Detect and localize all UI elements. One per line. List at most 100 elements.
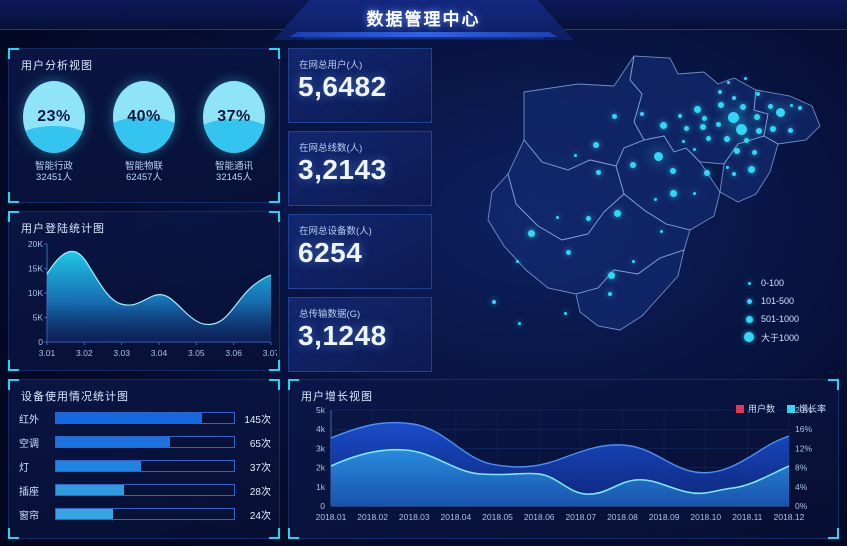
device-usage-track: [55, 484, 235, 496]
device-usage-row[interactable]: 窗帘 24次: [19, 504, 271, 524]
login-y-tick: 5K: [33, 313, 44, 323]
map-regions: [487, 55, 821, 331]
user-analysis-item[interactable]: 23% 智能行政 32451人: [16, 81, 92, 184]
liquid-gauge-0: 23%: [23, 81, 85, 153]
device-usage-track: [55, 412, 235, 424]
map-dot: [564, 312, 567, 315]
growth-area-chart[interactable]: 0 1k 2k 3k 4k 5k 0% 4% 8% 12% 16% 20% 2018.01 2018.…: [295, 406, 834, 532]
map-legend-row: 大于1000: [737, 328, 835, 346]
map-dot: [718, 102, 724, 108]
user-analysis-item[interactable]: 40% 智能物联 62457人: [106, 81, 182, 184]
map-dot: [556, 216, 559, 219]
map-dot: [492, 300, 496, 304]
gauge-label-2: 智能通讯: [214, 161, 253, 172]
device-usage-value: 65次: [249, 438, 271, 450]
growth-x-tick: 2018.09: [649, 512, 680, 522]
map-dot: [654, 152, 663, 161]
kpi-value-0: 5,6482: [298, 71, 387, 102]
growth-y-right-tick: 0%: [795, 501, 808, 511]
corner-bracket-bl: [8, 360, 19, 371]
map-legend: 0-100 101-500 501-1000 大于1000: [737, 274, 835, 346]
map-dot: [788, 128, 793, 133]
growth-legend-swatch: [786, 404, 795, 413]
device-usage-track: [55, 436, 235, 448]
corner-bracket-tr: [269, 211, 280, 222]
map-legend-label: 大于1000: [761, 332, 800, 343]
growth-x-tick: 2018.11: [732, 512, 762, 522]
map-legend-label: 101-500: [761, 296, 795, 306]
device-usage-label: 空调: [19, 438, 39, 450]
map-dot: [693, 148, 696, 151]
login-y-tick: 20K: [28, 239, 43, 249]
map-dot: [632, 260, 635, 263]
growth-legend-label: 增长率: [798, 404, 826, 414]
device-usage-row[interactable]: 灯 37次: [19, 456, 271, 476]
map-dot: [670, 168, 676, 174]
gauge-count-1: 62457人: [126, 172, 162, 183]
corner-bracket-bl: [8, 528, 19, 539]
map-dot: [744, 138, 749, 143]
growth-y-right-tick: 20%: [795, 406, 812, 415]
liquid-gauge-1: 40%: [113, 81, 175, 153]
growth-x-tick: 2018.08: [607, 512, 638, 522]
corner-bracket-tr: [269, 48, 280, 59]
kpi-card-total-devices[interactable]: 在网总设备数(人) 6254: [288, 214, 432, 289]
device-usage-row[interactable]: 红外 145次: [19, 408, 271, 428]
panel-device-usage: 设备使用情况统计图 红外 145次空调 65次灯 37次插座 28次窗帘 24次: [8, 379, 280, 539]
user-analysis-item[interactable]: 37% 智能通讯 32145人: [196, 81, 272, 184]
device-usage-row[interactable]: 插座 28次: [19, 480, 271, 500]
map-dot: [776, 108, 785, 117]
map-dot: [682, 140, 685, 143]
map-dot: [596, 170, 601, 175]
device-usage-track: [55, 460, 235, 472]
map-dot: [756, 128, 762, 134]
growth-chart-legend[interactable]: 用户数 增长率: [735, 402, 826, 415]
login-x-tick: 3.03: [113, 348, 130, 358]
kpi-label-3: 总传输数据(G): [299, 309, 361, 320]
map-dot: [684, 126, 689, 131]
map-dot: [716, 122, 721, 127]
device-usage-row[interactable]: 空调 65次: [19, 432, 271, 452]
map-dot: [726, 166, 729, 169]
map-dot: [728, 112, 739, 123]
kpi-card-total-traffic[interactable]: 总传输数据(G) 3,1248: [288, 297, 432, 372]
map-legend-row: 501-1000: [737, 310, 835, 328]
map-dot: [754, 114, 760, 120]
map-dot: [744, 77, 747, 80]
login-x-tick: 3.05: [188, 348, 205, 358]
growth-x-tick: 2018.07: [565, 512, 596, 522]
region-map[interactable]: 0-100 101-500 501-1000 大于1000: [438, 44, 843, 380]
growth-y-left-tick: 2k: [316, 463, 326, 473]
growth-legend-label: 用户数: [747, 404, 775, 414]
map-dot: [630, 162, 636, 168]
login-y-tick: 15K: [28, 264, 43, 274]
corner-bracket-br: [269, 528, 280, 539]
growth-legend-item[interactable]: 用户数: [735, 402, 775, 415]
corner-bracket-bl: [8, 192, 19, 203]
gauge-label-0: 智能行政: [34, 161, 73, 172]
device-usage-label: 窗帘: [19, 510, 39, 522]
corner-bracket-br: [828, 528, 839, 539]
login-area-chart[interactable]: 0 5K 10K 15K 20K 3.01 3.02 3.03 3.04 3.05 3.06 3.0…: [15, 238, 277, 366]
corner-bracket-br: [269, 192, 280, 203]
map-dot: [694, 106, 701, 113]
map-dot: [608, 272, 615, 279]
device-usage-fill: [56, 485, 124, 495]
kpi-value-3: 3,1248: [298, 320, 387, 351]
gauge-label-1: 智能物联: [124, 161, 163, 172]
map-dot: [756, 92, 760, 96]
growth-legend-item[interactable]: 增长率: [786, 402, 826, 415]
corner-bracket-tr: [828, 379, 839, 390]
device-usage-value: 37次: [249, 462, 271, 474]
map-legend-dot-icon: [746, 298, 752, 304]
panel-user-analysis: 用户分析视图 23% 智能行政 32451人 40% 智能物联 62457人: [8, 48, 280, 203]
growth-y-right-tick: 4%: [795, 482, 808, 492]
gauge-count-0: 32451人: [36, 172, 72, 183]
kpi-card-total-users[interactable]: 在网总用户(人) 5,6482: [288, 48, 432, 123]
device-usage-label: 插座: [19, 486, 39, 498]
kpi-card-total-lines[interactable]: 在网总线数(人) 3,2143: [288, 131, 432, 206]
panel-title-device: 设备使用情况统计图: [21, 391, 129, 403]
login-y-tick: 10K: [28, 288, 43, 298]
page-title: 数据管理中心: [366, 10, 481, 29]
growth-x-tick: 2018.05: [482, 512, 513, 522]
